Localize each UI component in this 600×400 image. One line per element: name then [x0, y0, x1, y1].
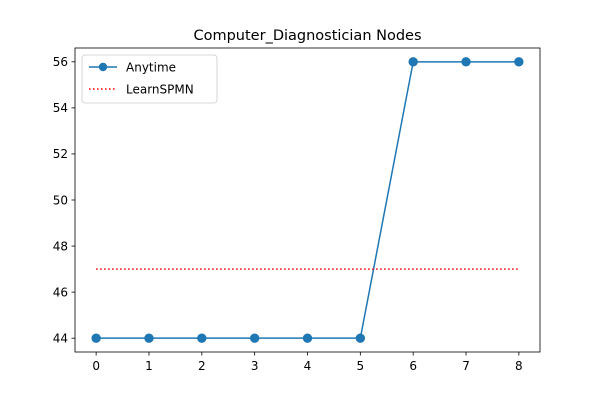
series-layer — [91, 57, 524, 343]
legend: Anytime LearnSPMN — [81, 54, 218, 104]
y-tick-label: 50 — [53, 193, 68, 207]
y-tick-label: 46 — [53, 285, 68, 299]
x-tick-label: 6 — [409, 359, 417, 373]
data-point — [302, 333, 313, 343]
y-tick-label: 56 — [53, 55, 68, 69]
data-point — [249, 333, 260, 343]
x-tick-label: 5 — [357, 359, 365, 373]
y-tick-label: 52 — [53, 147, 68, 161]
chart-title: Computer_Diagnostician Nodes — [193, 28, 421, 44]
data-point — [91, 333, 101, 343]
y-tick-label: 44 — [53, 331, 68, 345]
y-tick-label: 54 — [53, 101, 68, 115]
legend-marker — [98, 62, 108, 72]
x-tick-label: 0 — [92, 359, 100, 373]
x-tick-label: 1 — [145, 359, 153, 373]
data-point — [461, 57, 471, 67]
x-tick-label: 2 — [198, 359, 206, 373]
legend-label: LearnSPMN — [126, 82, 194, 96]
data-point — [514, 57, 524, 67]
x-tick-label: 4 — [304, 359, 312, 373]
y-tick-label: 48 — [53, 239, 68, 253]
data-point — [197, 333, 207, 343]
x-tick-label: 8 — [515, 359, 523, 373]
legend-label: Anytime — [126, 60, 176, 74]
data-point — [408, 57, 418, 67]
x-tick-label: 3 — [251, 359, 259, 373]
x-tick-label: 7 — [462, 359, 470, 373]
data-point — [355, 333, 366, 343]
data-point — [144, 333, 154, 343]
